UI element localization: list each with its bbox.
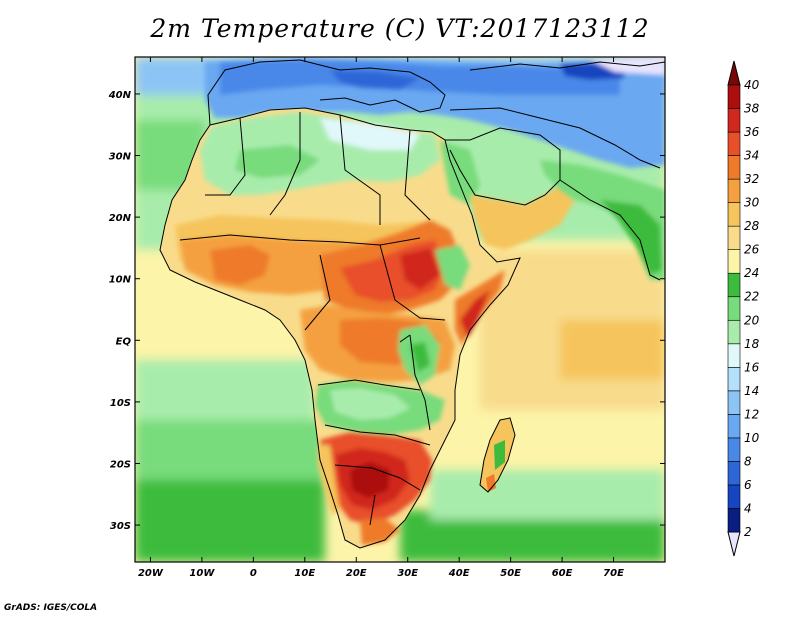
colorbar-label: 28 bbox=[744, 219, 760, 233]
colorbar-swatch bbox=[727, 131, 741, 156]
colorbar-swatch bbox=[727, 390, 741, 415]
lat-tick-label: 20S bbox=[110, 459, 131, 470]
colorbar-swatch bbox=[727, 461, 741, 486]
colorbar-swatch bbox=[727, 319, 741, 345]
colorbar-label: 30 bbox=[744, 196, 760, 210]
colorbar-label: 16 bbox=[744, 360, 760, 374]
lon-tick-label: 60E bbox=[552, 568, 573, 579]
lat-tick-label: 10N bbox=[109, 275, 132, 286]
lon-tick-label: 30E bbox=[397, 568, 418, 579]
colorbar-swatch bbox=[727, 367, 741, 392]
colorbar-swatch bbox=[727, 178, 741, 203]
colorbar-top-arrow bbox=[727, 60, 741, 86]
colorbar-swatch bbox=[727, 414, 741, 439]
colorbar-label: 36 bbox=[744, 125, 760, 139]
lat-tick-label: 30S bbox=[110, 521, 131, 532]
colorbar-swatch bbox=[727, 249, 741, 274]
colorbar-label: 10 bbox=[744, 431, 760, 445]
lon-tick-label: 70E bbox=[603, 568, 624, 579]
colorbar-swatch bbox=[727, 84, 741, 109]
colorbar-swatch bbox=[727, 343, 741, 368]
chart-title: 2m Temperature (C) VT:2017123112 bbox=[150, 14, 650, 43]
lon-tick-label: 10W bbox=[189, 568, 215, 579]
colorbar-label: 26 bbox=[744, 243, 760, 257]
colorbar-swatch bbox=[727, 108, 741, 133]
colorbar-label: 6 bbox=[744, 478, 752, 492]
colorbar-label: 12 bbox=[744, 407, 759, 421]
colorbar-swatch bbox=[727, 296, 741, 321]
lon-axis: 20W 10W 0 10E 20E 30E 40E 50E 60E 70E bbox=[138, 57, 624, 579]
colorbar-label: 24 bbox=[744, 266, 759, 280]
colorbar-swatch bbox=[727, 437, 741, 462]
colorbar-label: 38 bbox=[744, 102, 760, 116]
colorbar-label: 8 bbox=[744, 454, 752, 468]
lon-tick-label: 20E bbox=[346, 568, 367, 579]
plot-frame bbox=[134, 56, 666, 563]
colorbar-swatch bbox=[727, 155, 741, 180]
lat-tick-label: EQ bbox=[116, 336, 132, 347]
colorbar-swatch bbox=[727, 272, 741, 298]
lat-axis: 40N 30N 20N 10N EQ 10S 20S 30S bbox=[108, 90, 665, 532]
colorbar-swatch bbox=[727, 225, 741, 250]
colorbar-label: 32 bbox=[744, 172, 759, 186]
lon-tick-label: 20W bbox=[138, 568, 164, 579]
lat-tick-label: 30N bbox=[109, 152, 132, 163]
colorbar-label: 34 bbox=[744, 149, 759, 163]
lat-tick-label: 10S bbox=[110, 398, 131, 409]
lon-tick-label: 0 bbox=[250, 568, 257, 579]
colorbar-label: 14 bbox=[744, 384, 759, 398]
lon-tick-label: 40E bbox=[448, 568, 470, 579]
colorbar-label: 18 bbox=[744, 337, 760, 351]
credit-text: GrADS: IGES/COLA bbox=[4, 603, 98, 613]
colorbar-label: 20 bbox=[744, 313, 760, 327]
colorbar-label: 40 bbox=[744, 78, 760, 92]
colorbar-bottom-arrow bbox=[727, 531, 741, 557]
colorbar-swatch bbox=[727, 202, 741, 227]
colorbar-swatch bbox=[727, 508, 741, 533]
colorbar-label: 4 bbox=[744, 501, 752, 515]
coastlines bbox=[159, 59, 665, 549]
map-field bbox=[135, 57, 665, 562]
colorbar-swatch bbox=[727, 484, 741, 509]
colorbar-label: 22 bbox=[744, 290, 759, 304]
lon-tick-label: 50E bbox=[500, 568, 521, 579]
lat-tick-label: 40N bbox=[108, 90, 132, 101]
colorbar-label: 2 bbox=[744, 525, 752, 539]
lon-tick-label: 10E bbox=[294, 568, 315, 579]
lat-tick-label: 20N bbox=[109, 213, 132, 224]
